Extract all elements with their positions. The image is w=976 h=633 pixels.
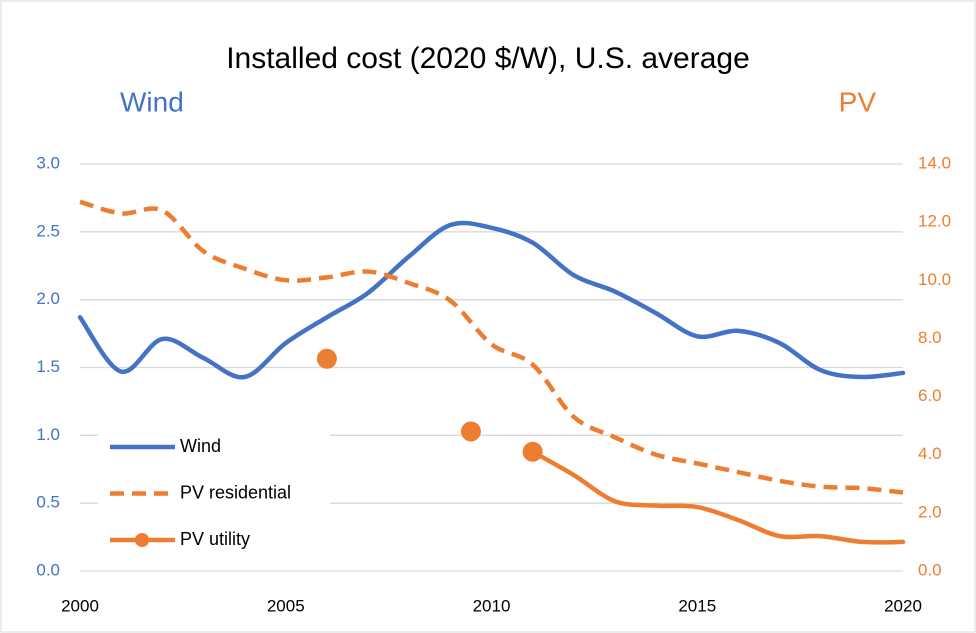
chart-title: Installed cost (2020 $/W), U.S. average xyxy=(226,42,750,75)
y-tick-label: 2.0 xyxy=(36,289,60,308)
legend-label: PV residential xyxy=(180,482,291,502)
series-marker xyxy=(316,348,337,369)
x-tick-label: 2010 xyxy=(473,596,511,615)
x-tick-label: 2020 xyxy=(884,596,922,615)
y2-tick-label: 6.0 xyxy=(918,386,942,405)
y2-tick-label: 0.0 xyxy=(918,560,942,579)
series-line xyxy=(530,449,906,545)
legend-label: PV utility xyxy=(180,529,250,549)
legend-label: Wind xyxy=(180,436,221,456)
y2-tick-label: 12.0 xyxy=(918,212,951,231)
series-line xyxy=(79,199,904,495)
legend-marker xyxy=(135,533,149,547)
y2-tick-label: 10.0 xyxy=(918,270,951,289)
y-tick-label: 1.5 xyxy=(36,357,60,376)
y-tick-label: 0.0 xyxy=(36,560,60,579)
x-tick-label: 2000 xyxy=(61,596,99,615)
y2-tick-label: 14.0 xyxy=(918,153,951,172)
y-tick-label: 3.0 xyxy=(36,153,60,172)
y2-tick-label: 4.0 xyxy=(918,444,942,463)
series-line xyxy=(77,220,906,380)
y-tick-label: 2.5 xyxy=(36,221,60,240)
series-marker xyxy=(522,441,543,462)
x-tick-label: 2005 xyxy=(267,596,305,615)
y2-axis-label: PV xyxy=(839,86,877,117)
y-tick-label: 0.5 xyxy=(36,493,60,512)
y2-tick-label: 8.0 xyxy=(918,328,942,347)
y2-tick-label: 2.0 xyxy=(918,502,942,521)
x-tick-label: 2015 xyxy=(678,596,716,615)
y-tick-label: 1.0 xyxy=(36,425,60,444)
series-marker xyxy=(460,421,481,442)
y-axis-label: Wind xyxy=(120,86,184,117)
